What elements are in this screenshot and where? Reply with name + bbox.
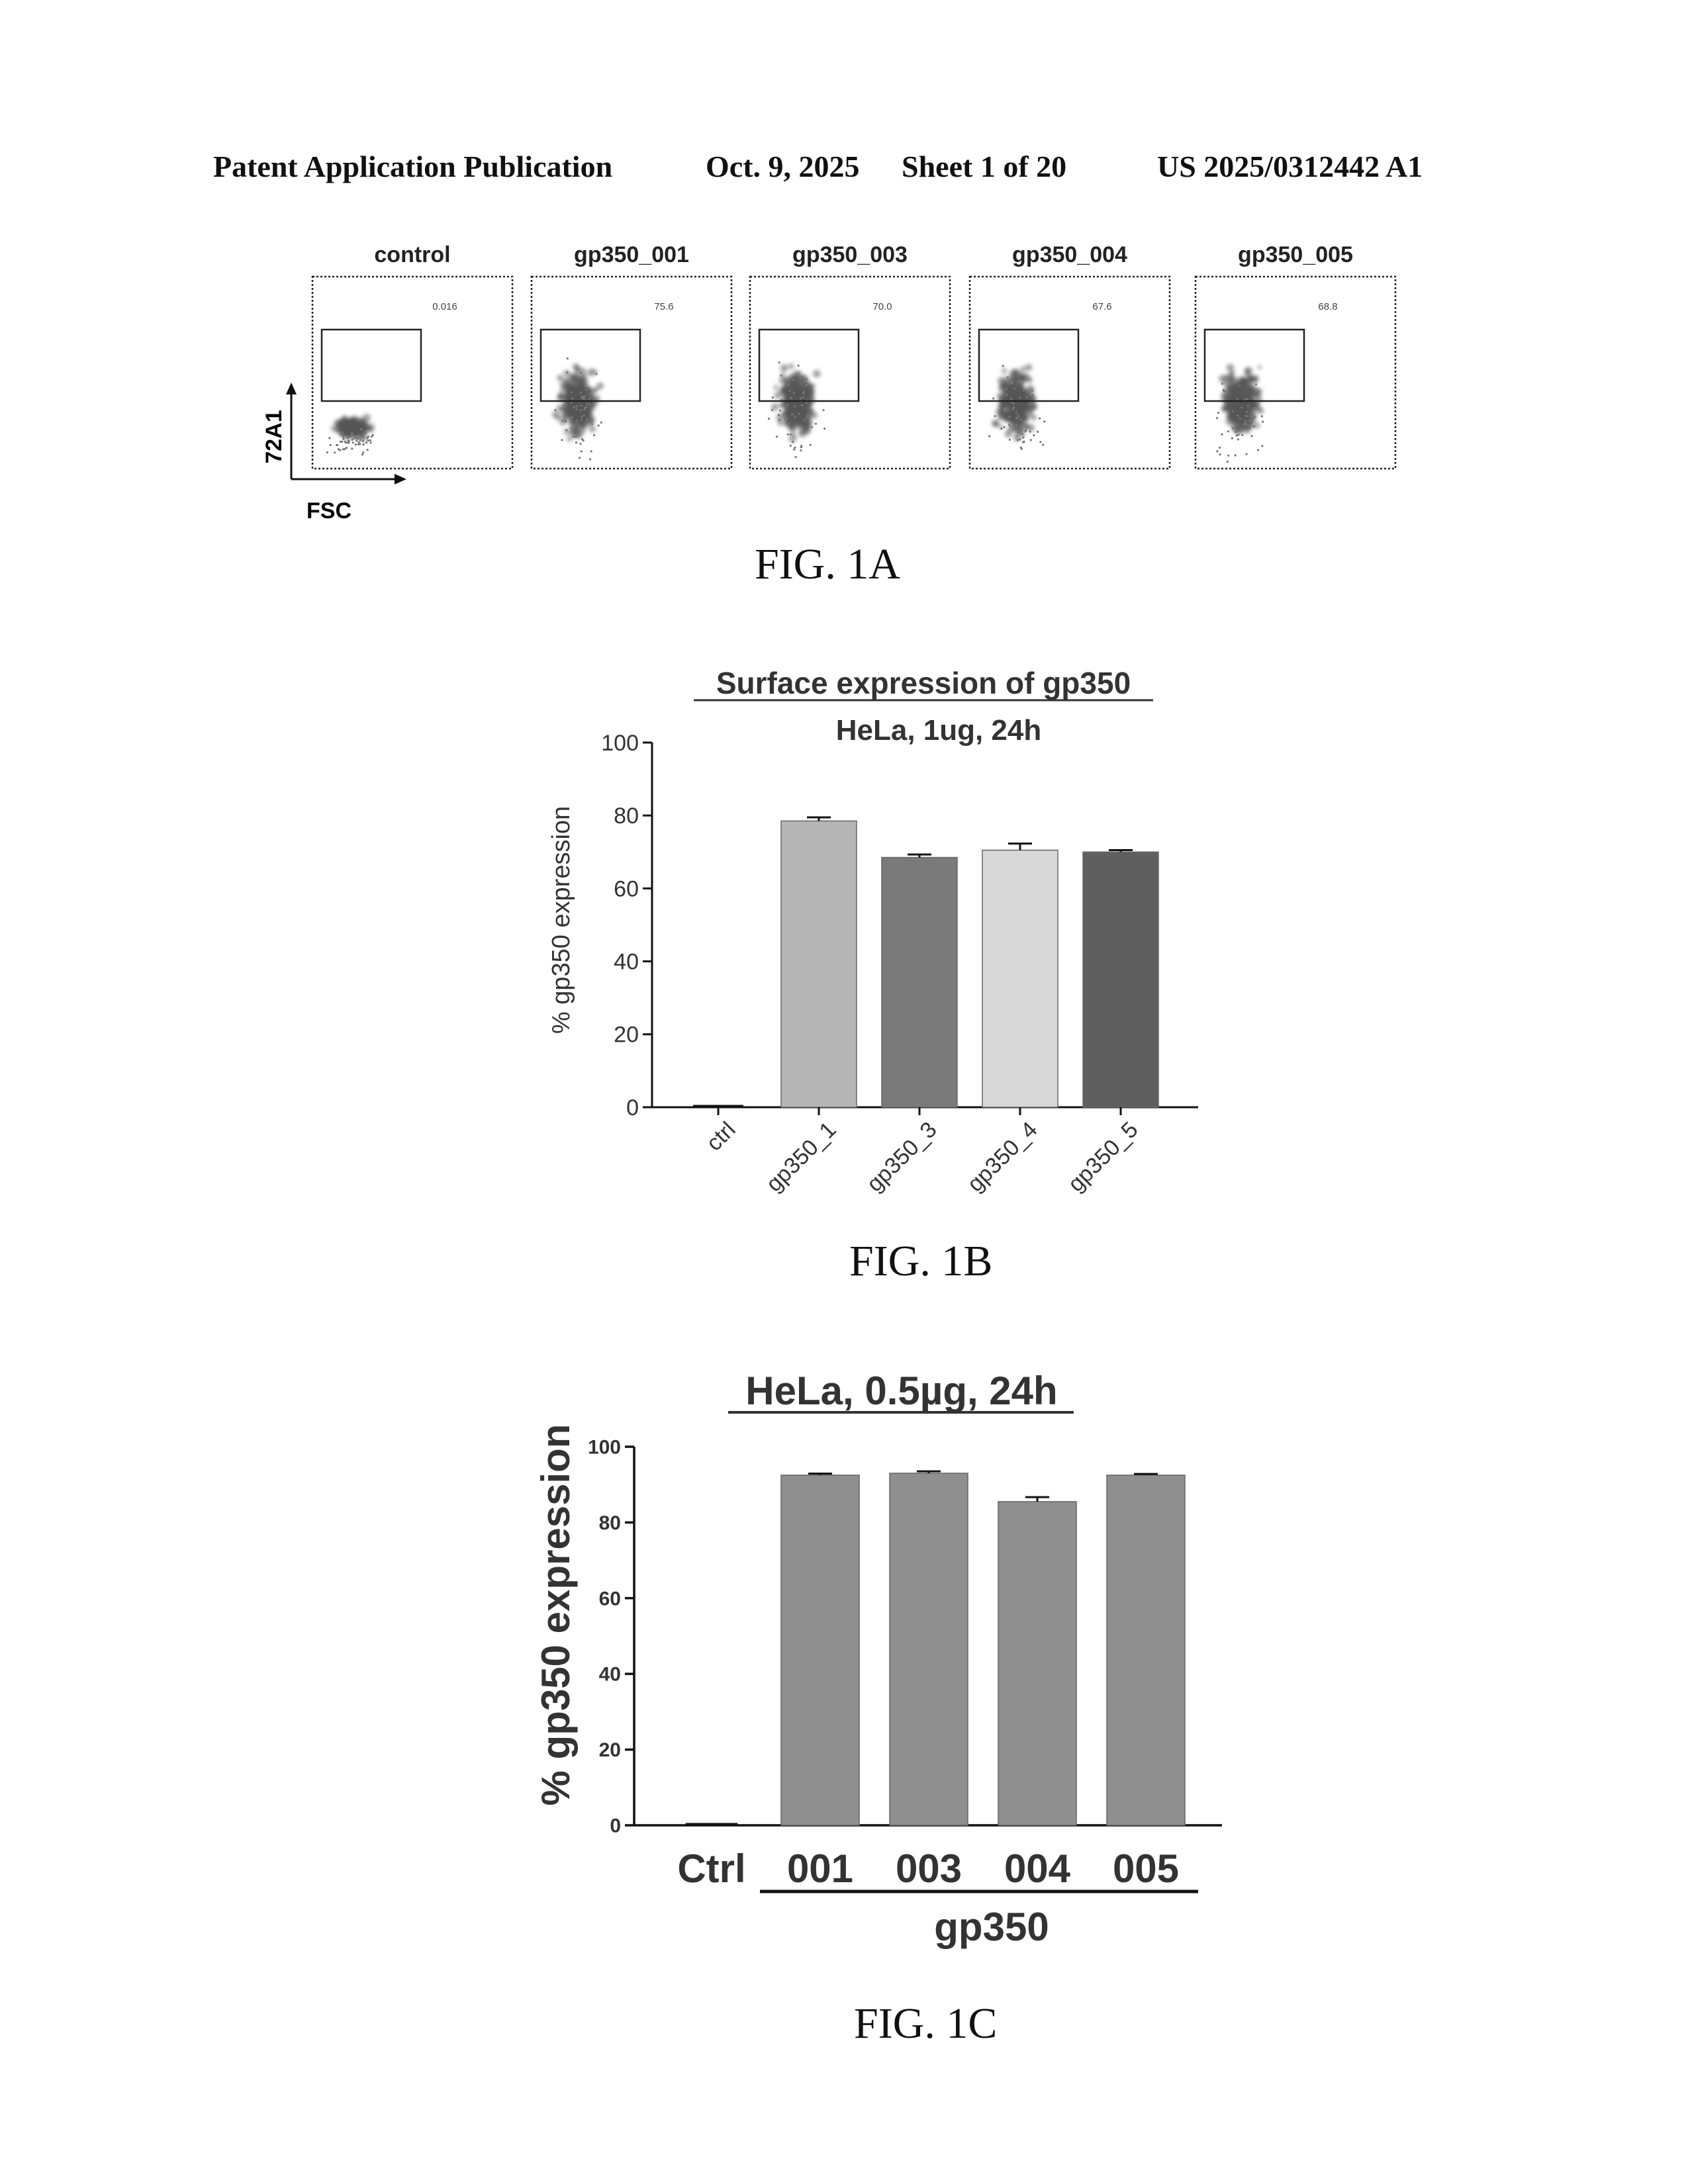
bar-004: [998, 1502, 1076, 1825]
y-tick-label: 0: [610, 1815, 621, 1837]
x-tick-label: 005: [1113, 1846, 1179, 1891]
fig1c-group-label: gp350: [934, 1905, 1049, 1949]
x-tick-label: 004: [1004, 1846, 1071, 1891]
x-tick-label: 003: [896, 1846, 962, 1891]
y-tick-label: 80: [599, 1512, 621, 1534]
fig1c-title: HeLa, 0.5µg, 24h: [745, 1369, 1057, 1413]
fig1c-y-axis-label: % gp350 expression: [534, 1424, 578, 1806]
y-tick-label: 20: [599, 1739, 621, 1761]
y-tick-label: 40: [599, 1664, 621, 1686]
bar-001: [781, 1475, 859, 1825]
bar-005: [1107, 1475, 1185, 1825]
x-tick-label: 001: [787, 1846, 853, 1891]
bar-003: [890, 1473, 968, 1825]
y-tick-label: 60: [599, 1588, 621, 1610]
y-tick-label: 100: [588, 1437, 621, 1459]
x-tick-label: Ctrl: [677, 1846, 745, 1891]
fig1c-label: FIG. 1C: [854, 1999, 997, 2049]
